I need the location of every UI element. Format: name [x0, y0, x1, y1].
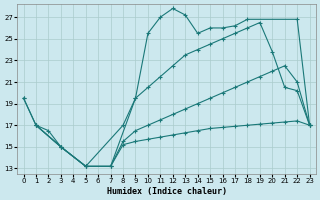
X-axis label: Humidex (Indice chaleur): Humidex (Indice chaleur)	[107, 187, 227, 196]
